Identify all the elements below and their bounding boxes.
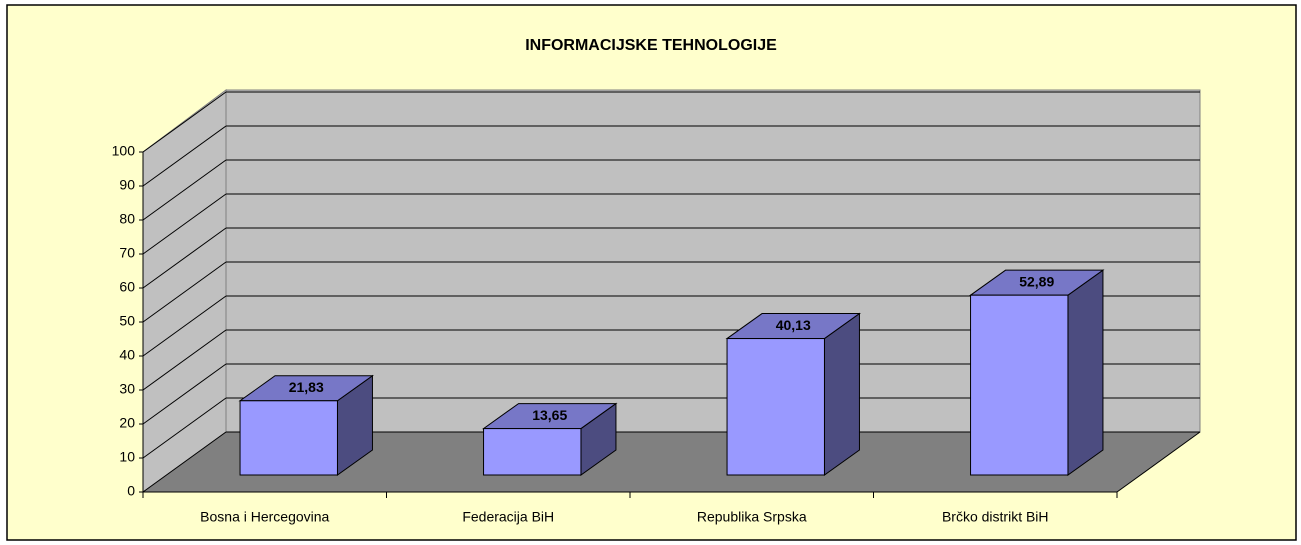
grid-line: [142, 363, 227, 425]
y-tick-label: 60: [119, 279, 135, 295]
x-tick-label: Brčko distrikt BiH: [942, 509, 1049, 525]
y-tick-label: 0: [127, 483, 135, 499]
value-label: 52,89: [1019, 273, 1054, 289]
x-tick-label: Bosna i Hercegovina: [200, 509, 329, 525]
y-tick-label: 100: [112, 143, 136, 159]
grid-line: [142, 227, 227, 289]
grid-line: [142, 295, 227, 357]
grid-line: [142, 159, 227, 221]
value-label: 21,83: [289, 379, 324, 395]
bar-side: [823, 312, 860, 476]
value-label: 40,13: [776, 317, 811, 333]
y-tick-label: 80: [119, 211, 135, 227]
bar: [239, 400, 338, 476]
value-label: 13,65: [532, 407, 567, 423]
y-tick-label: 20: [119, 415, 135, 431]
bar: [483, 428, 582, 476]
floor: [143, 432, 1200, 492]
y-tick-label: 70: [119, 245, 135, 261]
y-tick-label: 10: [119, 449, 135, 465]
bar: [726, 338, 825, 476]
y-tick-label: 50: [119, 313, 135, 329]
bar: [970, 294, 1069, 476]
floor-edge: [1116, 431, 1201, 493]
grid-line: [142, 261, 227, 323]
grid-line: [142, 125, 227, 187]
y-tick-label: 30: [119, 381, 135, 397]
x-tick-label: Federacija BiH: [462, 509, 554, 525]
grid-line: [142, 193, 227, 255]
side-wall: [142, 89, 227, 493]
grid-line: [142, 91, 227, 153]
bar-side: [1067, 269, 1104, 476]
grid-line: [142, 431, 227, 493]
chart-title: INFORMACIJSKE TEHNOLOGIJE: [525, 37, 777, 54]
grid-line: [142, 397, 227, 459]
x-tick-label: Republika Srpska: [697, 509, 807, 525]
grid-line: [142, 329, 227, 391]
y-tick-label: 90: [119, 177, 135, 193]
y-tick-label: 40: [119, 347, 135, 363]
